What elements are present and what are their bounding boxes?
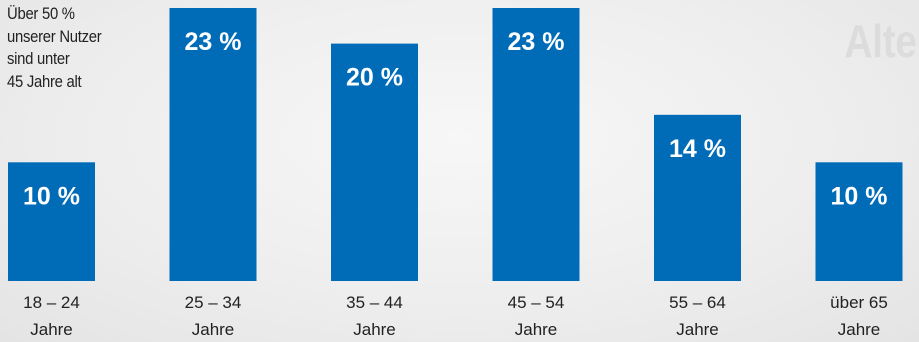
- annotation-line: sind unter: [7, 50, 70, 68]
- annotation-text: Über 50 % unserer Nutzer sind unter 45 J…: [7, 3, 160, 93]
- annotation-line: Über 50 %: [7, 5, 75, 23]
- bar-value-label: 20 %: [346, 64, 403, 92]
- bar-value-label: 23 %: [508, 28, 565, 56]
- category-unit-label: Jahre: [353, 320, 396, 339]
- bar: [492, 8, 580, 281]
- bar: [815, 162, 903, 281]
- bar: [654, 114, 741, 282]
- category-label: 25 – 34: [185, 293, 242, 312]
- category-label: 18 – 24: [23, 293, 80, 312]
- bar-value-label: 23 %: [185, 28, 242, 56]
- category-label: 35 – 44: [346, 293, 403, 312]
- bar: [169, 8, 257, 281]
- category-unit-label: Jahre: [838, 320, 881, 339]
- category-label: über 65: [830, 293, 888, 312]
- bar-value-label: 10 %: [23, 182, 80, 210]
- category-unit-label: Jahre: [30, 320, 73, 339]
- bar: [331, 43, 418, 281]
- bar: [8, 162, 95, 281]
- bar-value-label: 14 %: [669, 135, 726, 163]
- annotation-line: 45 Jahre alt: [7, 72, 82, 91]
- category-unit-label: Jahre: [676, 320, 719, 339]
- category-unit-label: Jahre: [515, 320, 558, 339]
- bar-value-label: 10 %: [831, 182, 888, 210]
- category-label: 45 – 54: [508, 293, 565, 312]
- annotation-line: unserer Nutzer: [7, 27, 102, 46]
- category-label: 55 – 64: [669, 293, 726, 312]
- chart-title: Alter: [844, 15, 919, 67]
- category-unit-label: Jahre: [192, 320, 235, 339]
